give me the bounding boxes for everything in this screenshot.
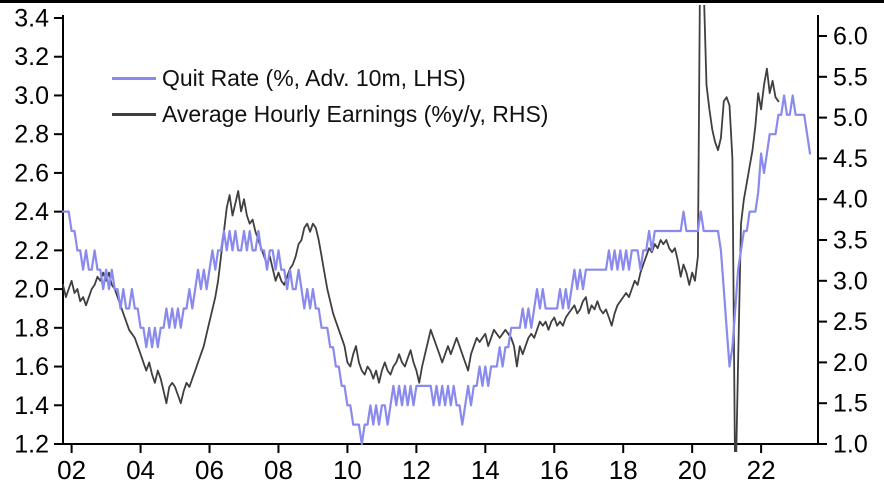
chart-plot: 1.2 1.4 1.6 1.8 2.0 2.2 2.4 2.6 2.8 3.0 3.2 3.4 1.0 1…: [14, 5, 868, 486]
right-tick-label: 1.5: [833, 390, 868, 418]
left-tick-label: 2.0: [14, 276, 49, 304]
left-tick-label: 1.4: [14, 392, 49, 420]
x-tick-label: 22: [747, 455, 776, 485]
x-tick-label: 04: [126, 455, 155, 485]
x-tick-label: 18: [609, 455, 638, 485]
left-tick-label: 1.8: [14, 314, 49, 342]
series-line-quit-rate: [62, 94, 812, 446]
left-tick-label: 3.4: [14, 5, 49, 33]
left-tick-label: 1.6: [14, 353, 49, 381]
x-tick-label: 20: [678, 455, 707, 485]
left-tick-label: 2.2: [14, 237, 49, 265]
right-tick-label: 2.5: [833, 308, 868, 336]
legend-label-avg-hourly-earnings: Average Hourly Earnings (%y/y, RHS): [162, 100, 549, 127]
legend-item-quit-rate: Quit Rate (%, Adv. 10m, LHS): [112, 60, 548, 96]
x-tick-label: 06: [195, 455, 224, 485]
right-tick-label: 5.0: [833, 104, 868, 132]
right-tick-label: 1.0: [833, 431, 868, 459]
legend-label-quit-rate: Quit Rate (%, Adv. 10m, LHS): [162, 64, 466, 91]
legend-line-swatch-avg-hourly-earnings: [112, 112, 156, 116]
right-tick-label: 3.0: [833, 267, 868, 295]
x-tick-label: 14: [471, 455, 500, 485]
left-tick-label: 3.2: [14, 43, 49, 71]
left-tick-label: 2.4: [14, 198, 49, 226]
x-tick-label: 16: [540, 455, 569, 485]
x-tick-label: 08: [264, 455, 293, 485]
legend-item-avg-hourly-earnings: Average Hourly Earnings (%y/y, RHS): [112, 96, 548, 132]
right-tick-label: 4.0: [833, 186, 868, 214]
x-tick-label: 02: [57, 455, 86, 485]
series-line-avg-hourly-earnings: [62, 5, 780, 452]
legend-line-swatch-quit-rate: [112, 76, 156, 80]
right-tick-label: 6.0: [833, 23, 868, 51]
x-tick-label: 10: [333, 455, 362, 485]
left-tick-label: 3.0: [14, 82, 49, 110]
left-tick-label: 2.8: [14, 121, 49, 149]
right-tick-label: 2.0: [833, 349, 868, 377]
right-tick-label: 3.5: [833, 227, 868, 255]
left-tick-label: 1.2: [14, 431, 49, 459]
chart-legend: Quit Rate (%, Adv. 10m, LHS) Average Hou…: [112, 60, 548, 132]
right-tick-label: 5.5: [833, 63, 868, 91]
x-tick-label: 12: [402, 455, 431, 485]
left-tick-label: 2.6: [14, 159, 49, 187]
right-tick-label: 4.5: [833, 145, 868, 173]
